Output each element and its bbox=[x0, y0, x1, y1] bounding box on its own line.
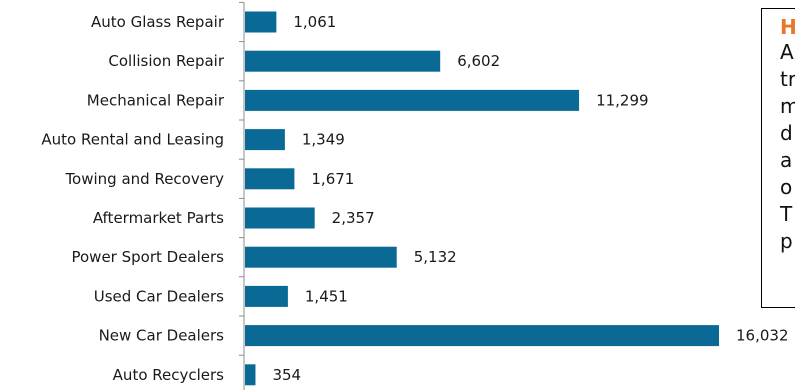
value-label: 1,061 bbox=[293, 13, 336, 31]
category-label: Mechanical Repair bbox=[87, 91, 225, 109]
bar bbox=[245, 246, 397, 268]
note-heading: H bbox=[780, 17, 795, 37]
category-label: New Car Dealers bbox=[99, 327, 225, 345]
bar bbox=[245, 11, 277, 33]
bar bbox=[245, 285, 288, 307]
note-line: T bbox=[780, 202, 793, 226]
category-label: Used Car Dealers bbox=[94, 287, 224, 305]
value-label: 1,451 bbox=[305, 287, 348, 305]
note-line: A bbox=[780, 40, 794, 64]
value-label: 6,602 bbox=[457, 52, 500, 70]
note-line: p bbox=[780, 229, 793, 253]
category-label: Aftermarket Parts bbox=[93, 209, 224, 227]
bar bbox=[245, 129, 285, 151]
note-line: d bbox=[780, 121, 793, 145]
value-label: 1,349 bbox=[302, 131, 345, 149]
value-label: 16,032 bbox=[736, 327, 789, 345]
category-label: Towing and Recovery bbox=[64, 170, 224, 188]
value-label: 2,357 bbox=[332, 209, 375, 227]
category-label: Auto Rental and Leasing bbox=[41, 131, 224, 149]
note-line: tr bbox=[780, 67, 795, 91]
bar bbox=[245, 325, 719, 347]
value-label: 354 bbox=[272, 366, 301, 384]
note-line: a bbox=[780, 148, 793, 172]
category-label: Collision Repair bbox=[108, 52, 224, 70]
note-line: m bbox=[780, 93, 795, 120]
value-label: 11,299 bbox=[596, 91, 649, 109]
value-label: 5,132 bbox=[414, 248, 457, 266]
note-line: o bbox=[780, 175, 793, 199]
note-box: H A tr m d a o T p bbox=[761, 8, 795, 308]
bar bbox=[245, 89, 580, 111]
category-label: Power Sport Dealers bbox=[71, 248, 224, 266]
bar bbox=[245, 364, 256, 386]
bar bbox=[245, 168, 295, 190]
category-label: Auto Recyclers bbox=[113, 366, 225, 384]
category-label: Auto Glass Repair bbox=[91, 13, 225, 31]
bar bbox=[245, 207, 315, 229]
value-label: 1,671 bbox=[311, 170, 354, 188]
bar bbox=[245, 50, 441, 72]
